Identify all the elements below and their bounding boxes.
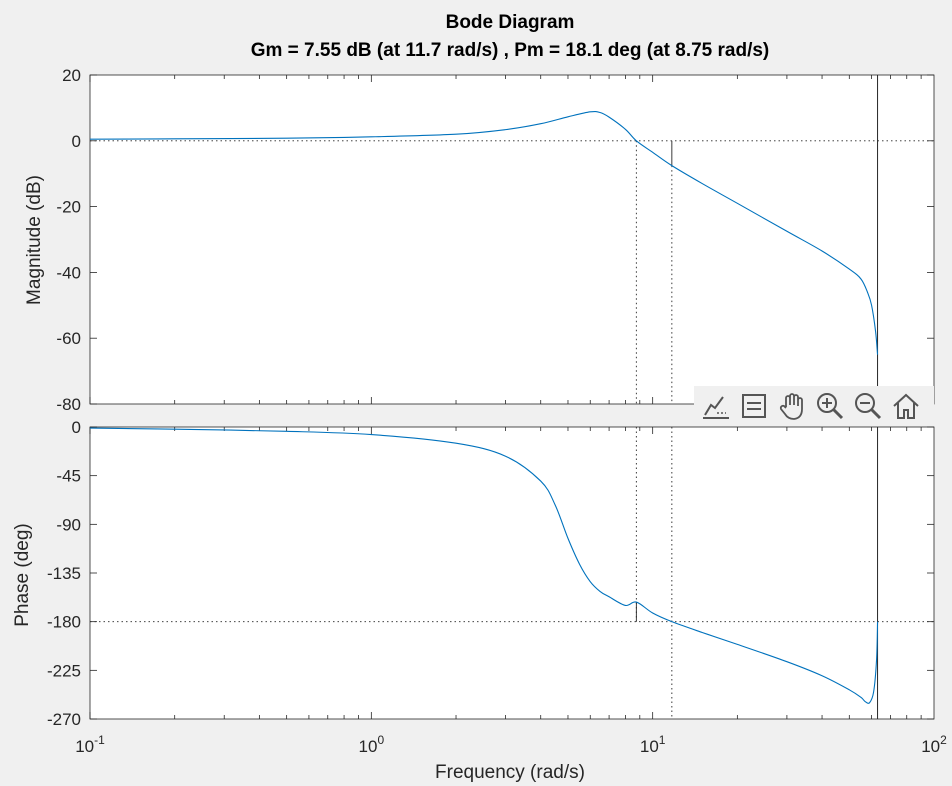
brush-button[interactable] bbox=[698, 389, 733, 423]
brush-icon bbox=[702, 396, 729, 419]
axes-toolbar bbox=[694, 386, 934, 426]
x-tick-label: 102 bbox=[921, 733, 947, 756]
x-tick-labels: 10-1 100 101 102 bbox=[75, 733, 947, 756]
phase-y-tick-label: 0 bbox=[72, 418, 81, 437]
magnitude-series-line bbox=[89, 110, 879, 355]
magnitude-plot-area bbox=[89, 74, 935, 405]
phase-y-tick-label: -135 bbox=[47, 564, 81, 583]
magnitude-y-tick-label: -60 bbox=[56, 329, 81, 348]
x-tick-label: 10-1 bbox=[75, 733, 105, 756]
phase-y-tick-label: -270 bbox=[47, 710, 81, 729]
phase-y-tick-label: -90 bbox=[56, 515, 81, 534]
zoom-in-icon bbox=[816, 393, 843, 420]
magnitude-y-tick-label: 20 bbox=[62, 66, 81, 85]
home-button[interactable] bbox=[888, 389, 923, 423]
legend-icon bbox=[741, 394, 766, 418]
magnitude-y-tick-label: -20 bbox=[56, 198, 81, 217]
x-axis-label: Frequency (rad/s) bbox=[435, 762, 585, 783]
phase-reference-lines bbox=[90, 427, 934, 719]
phase-ticks: 0 -45 -90 -135 -180 -225 -270 bbox=[47, 418, 934, 729]
pan-button[interactable] bbox=[774, 389, 809, 423]
phase-series-line bbox=[89, 427, 879, 704]
x-tick-label: 101 bbox=[640, 733, 666, 756]
magnitude-y-tick-label: 0 bbox=[72, 132, 81, 151]
zoom-out-button[interactable] bbox=[850, 389, 885, 423]
phase-y-tick-label: -180 bbox=[47, 613, 81, 632]
legend-button[interactable] bbox=[736, 389, 771, 423]
zoom-in-button[interactable] bbox=[812, 389, 847, 423]
magnitude-y-tick-label: -40 bbox=[56, 263, 81, 282]
zoom-out-icon bbox=[854, 393, 881, 420]
phase-plot-area bbox=[89, 426, 935, 720]
phase-axes: 0 -45 -90 -135 -180 -225 -270 Phase (deg) bbox=[12, 418, 935, 729]
magnitude-ylabel: Magnitude (dB) bbox=[24, 175, 45, 305]
pan-hand-icon bbox=[779, 393, 803, 420]
x-tick-label: 100 bbox=[359, 733, 385, 756]
magnitude-y-tick-label: -80 bbox=[56, 395, 81, 414]
magnitude-axes: 20 0 -20 -40 -60 -80 Magnitude (dB) bbox=[24, 66, 935, 414]
phase-ylabel: Phase (deg) bbox=[12, 523, 33, 627]
phase-y-tick-label: -45 bbox=[56, 467, 81, 486]
chart-title: Bode Diagram bbox=[446, 12, 575, 33]
home-icon bbox=[892, 393, 919, 419]
magnitude-ticks: 20 0 -20 -40 -60 -80 bbox=[56, 66, 934, 414]
chart-subtitle: Gm = 7.55 dB (at 11.7 rad/s) , Pm = 18.1… bbox=[251, 40, 770, 61]
phase-y-tick-label: -225 bbox=[47, 661, 81, 680]
